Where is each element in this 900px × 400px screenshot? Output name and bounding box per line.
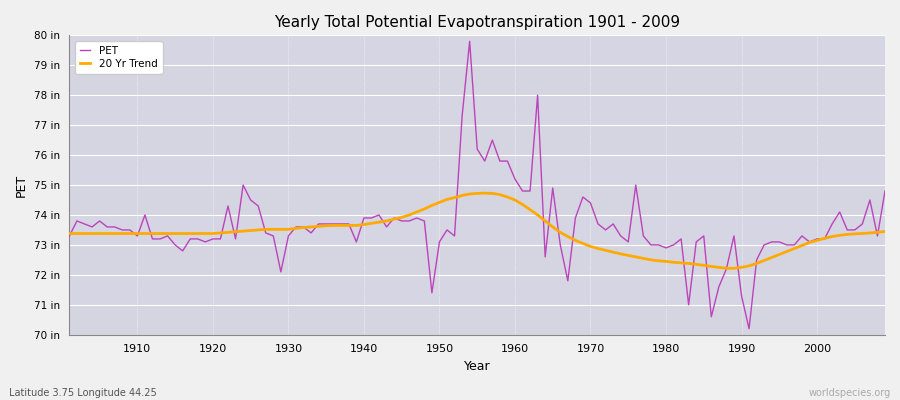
Line: 20 Yr Trend: 20 Yr Trend bbox=[69, 193, 885, 268]
20 Yr Trend bbox=[879, 229, 890, 234]
PET bbox=[608, 222, 618, 226]
PET bbox=[743, 326, 754, 331]
20 Yr Trend bbox=[291, 226, 302, 231]
20 Yr Trend bbox=[64, 231, 75, 236]
Bar bbox=[69, 245, 885, 275]
PET bbox=[518, 189, 528, 194]
Bar bbox=[69, 65, 885, 95]
PET bbox=[464, 39, 475, 44]
Bar bbox=[69, 35, 885, 65]
PET bbox=[336, 222, 346, 226]
Line: PET: PET bbox=[69, 41, 885, 329]
Bar bbox=[69, 275, 885, 305]
20 Yr Trend bbox=[480, 191, 491, 196]
20 Yr Trend bbox=[518, 202, 528, 207]
Bar bbox=[69, 155, 885, 185]
20 Yr Trend bbox=[608, 250, 618, 254]
PET bbox=[879, 189, 890, 194]
Bar bbox=[69, 125, 885, 155]
PET bbox=[64, 234, 75, 238]
20 Yr Trend bbox=[721, 266, 732, 271]
Title: Yearly Total Potential Evapotranspiration 1901 - 2009: Yearly Total Potential Evapotranspiratio… bbox=[274, 15, 680, 30]
20 Yr Trend bbox=[124, 231, 135, 236]
Legend: PET, 20 Yr Trend: PET, 20 Yr Trend bbox=[75, 40, 163, 74]
Text: worldspecies.org: worldspecies.org bbox=[809, 388, 891, 398]
Y-axis label: PET: PET bbox=[15, 174, 28, 196]
20 Yr Trend bbox=[336, 223, 346, 228]
Bar bbox=[69, 215, 885, 245]
Bar bbox=[69, 305, 885, 335]
Bar bbox=[69, 95, 885, 125]
20 Yr Trend bbox=[509, 198, 520, 202]
X-axis label: Year: Year bbox=[464, 360, 490, 373]
Text: Latitude 3.75 Longitude 44.25: Latitude 3.75 Longitude 44.25 bbox=[9, 388, 157, 398]
PET bbox=[124, 228, 135, 232]
Bar bbox=[69, 185, 885, 215]
PET bbox=[291, 224, 302, 229]
PET bbox=[509, 177, 520, 182]
